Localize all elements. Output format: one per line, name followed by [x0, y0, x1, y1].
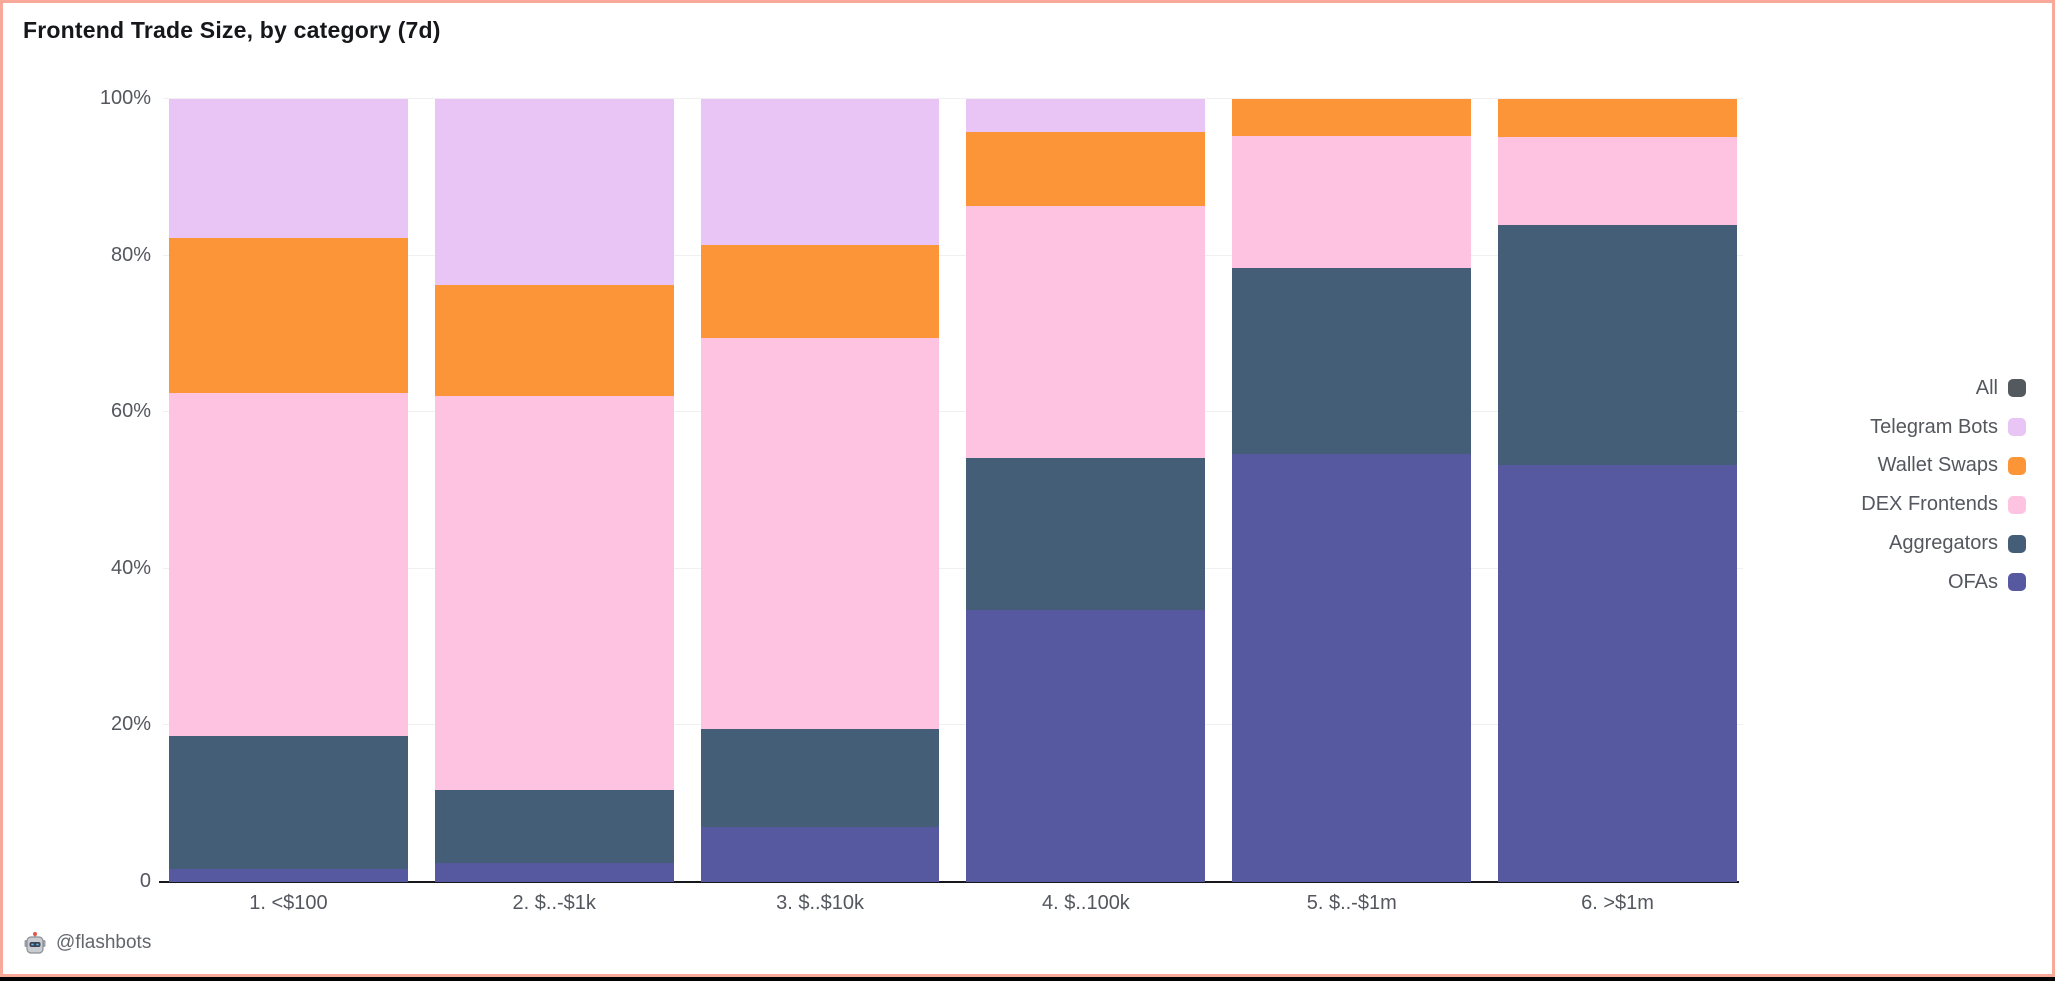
segment-ofas[interactable]	[1232, 454, 1472, 882]
segment-wallet-swaps[interactable]	[966, 131, 1206, 207]
footer: @flashbots	[23, 931, 151, 955]
segment-telegram-bots[interactable]	[966, 99, 1206, 132]
gridline-80	[163, 254, 1743, 256]
y-tick-80: 80%	[110, 243, 151, 266]
segment-dex-frontends[interactable]	[966, 206, 1206, 459]
segment-ofas[interactable]	[1498, 465, 1737, 882]
y-tick-20: 20%	[110, 713, 151, 736]
segment-wallet-swaps[interactable]	[169, 237, 408, 393]
segment-aggregators[interactable]	[966, 458, 1206, 610]
legend-color-chip	[2008, 573, 2026, 592]
x-tick-6: 6. >$1m	[1581, 892, 1654, 914]
segment-ofas[interactable]	[169, 869, 408, 882]
y-tick-60: 60%	[110, 400, 151, 423]
x-tick-5: 5. $..-$1m	[1306, 892, 1397, 914]
segment-ofas[interactable]	[966, 609, 1206, 882]
segment-dex-frontends[interactable]	[700, 337, 940, 729]
segment-wallet-swaps[interactable]	[700, 245, 940, 338]
plot-area	[159, 98, 1743, 883]
legend-item-telegram-bots[interactable]: Telegram Bots	[1861, 408, 2026, 447]
bar-4	[966, 99, 1206, 882]
segment-dex-frontends[interactable]	[1232, 135, 1472, 269]
bar-5	[1232, 99, 1472, 882]
footer-handle: @flashbots	[56, 932, 152, 953]
segment-ofas[interactable]	[700, 827, 940, 882]
segment-aggregators[interactable]	[169, 735, 408, 870]
gridline-100	[163, 98, 1743, 99]
y-axis-tick-labels: 0 20% 40% 60% 80% 100%	[3, 87, 151, 892]
segment-wallet-swaps[interactable]	[1498, 99, 1737, 138]
x-tick-3: 3. $..$10k	[776, 892, 864, 914]
segment-aggregators[interactable]	[1498, 225, 1737, 466]
segment-aggregators[interactable]	[434, 789, 674, 864]
bar-3	[700, 99, 940, 882]
segment-dex-frontends[interactable]	[169, 392, 408, 736]
x-axis-tick-labels: 1. <$100 2. $..-$1k 3. $..$10k 4. $..100k 5.…	[169, 892, 1737, 915]
bar-6	[1498, 99, 1737, 882]
gridline-40	[163, 567, 1743, 569]
legend-label: All	[1975, 376, 1998, 399]
bars-container	[169, 99, 1737, 882]
bar-1	[169, 99, 408, 882]
x-axis-line	[159, 881, 1739, 883]
segment-telegram-bots[interactable]	[434, 99, 674, 285]
legend-color-chip	[2008, 456, 2026, 475]
legend-color-chip	[2008, 534, 2026, 553]
legend-color-chip	[2008, 495, 2026, 514]
gridline-20	[163, 724, 1743, 726]
x-tick-1: 1. <$100	[249, 892, 328, 914]
legend-label: Wallet Swaps	[1877, 454, 1998, 477]
robot-icon	[24, 932, 46, 954]
segment-wallet-swaps[interactable]	[1232, 99, 1472, 136]
segment-dex-frontends[interactable]	[434, 395, 674, 790]
legend: All Telegram Bots Wallet Swaps DEX Frontend…	[1861, 369, 2026, 602]
segment-telegram-bots[interactable]	[700, 99, 940, 246]
segment-ofas[interactable]	[434, 863, 674, 882]
segment-dex-frontends[interactable]	[1498, 137, 1737, 226]
segment-aggregators[interactable]	[700, 728, 940, 828]
segment-wallet-swaps[interactable]	[434, 284, 674, 396]
y-tick-0: 0	[139, 870, 151, 892]
y-tick-40: 40%	[110, 556, 151, 579]
bar-2	[434, 99, 674, 882]
legend-label: Aggregators	[1889, 532, 1998, 555]
legend-label: Telegram Bots	[1870, 415, 1998, 438]
legend-item-ofas[interactable]: OFAs	[1861, 563, 2026, 602]
legend-item-aggregators[interactable]: Aggregators	[1861, 524, 2026, 563]
legend-label: DEX Frontends	[1861, 493, 1998, 516]
legend-item-wallet-swaps[interactable]: Wallet Swaps	[1861, 447, 2026, 486]
segment-telegram-bots[interactable]	[169, 99, 408, 238]
legend-item-all[interactable]: All	[1861, 369, 2026, 408]
legend-color-chip	[2008, 418, 2026, 437]
legend-item-dex-frontends[interactable]: DEX Frontends	[1861, 485, 2026, 524]
segment-aggregators[interactable]	[1232, 268, 1472, 455]
x-tick-2: 2. $..-$1k	[512, 892, 596, 914]
x-tick-4: 4. $..100k	[1041, 892, 1130, 914]
gridline-60	[163, 411, 1743, 413]
legend-color-chip	[2008, 379, 2026, 398]
y-tick-100: 100%	[99, 87, 151, 109]
legend-label: OFAs	[1947, 570, 1998, 593]
chart-title: Frontend Trade Size, by category (7d)	[23, 17, 441, 43]
